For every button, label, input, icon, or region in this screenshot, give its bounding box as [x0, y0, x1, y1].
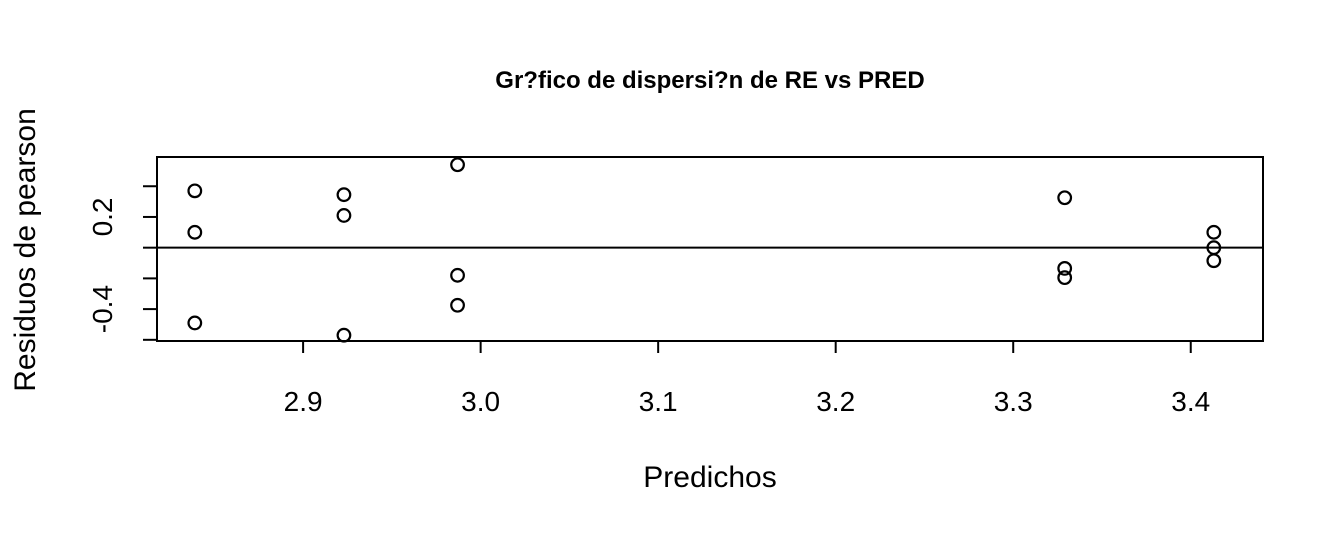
data-point	[1206, 253, 1222, 269]
x-tick-label: 3.2	[816, 386, 855, 417]
x-tick-label: 3.4	[1171, 386, 1210, 417]
x-tick-label: 2.9	[284, 386, 323, 417]
data-point	[336, 327, 352, 343]
data-point	[187, 315, 203, 331]
y-tick-label: -0.4	[87, 285, 118, 333]
data-point	[187, 224, 203, 240]
x-axis-label: Predichos	[643, 461, 776, 494]
data-point	[1206, 224, 1222, 240]
x-axis: 2.9 3.0 3.1 3.2 3.3 3.4	[284, 341, 1210, 417]
x-tick-label: 3.1	[639, 386, 678, 417]
data-point	[336, 208, 352, 223]
data-point	[1057, 261, 1073, 276]
plot-frame	[156, 156, 1264, 342]
data-point	[1057, 190, 1073, 206]
data-point	[187, 183, 203, 199]
data-point	[1057, 270, 1073, 286]
chart-title: Gr?fico de dispersi?n de RE vs PRED	[495, 67, 924, 94]
y-tick-label: 0.2	[87, 197, 118, 236]
y-axis: -0.4 0.2	[87, 185, 157, 341]
data-point	[450, 267, 465, 283]
points-layer	[187, 157, 1222, 343]
x-tick-label: 3.0	[461, 386, 500, 417]
data-point	[336, 187, 352, 203]
y-axis-label: Residuos de pearson	[9, 108, 42, 392]
data-point	[450, 297, 465, 313]
x-tick-label: 3.3	[994, 386, 1033, 417]
data-point	[450, 157, 465, 173]
